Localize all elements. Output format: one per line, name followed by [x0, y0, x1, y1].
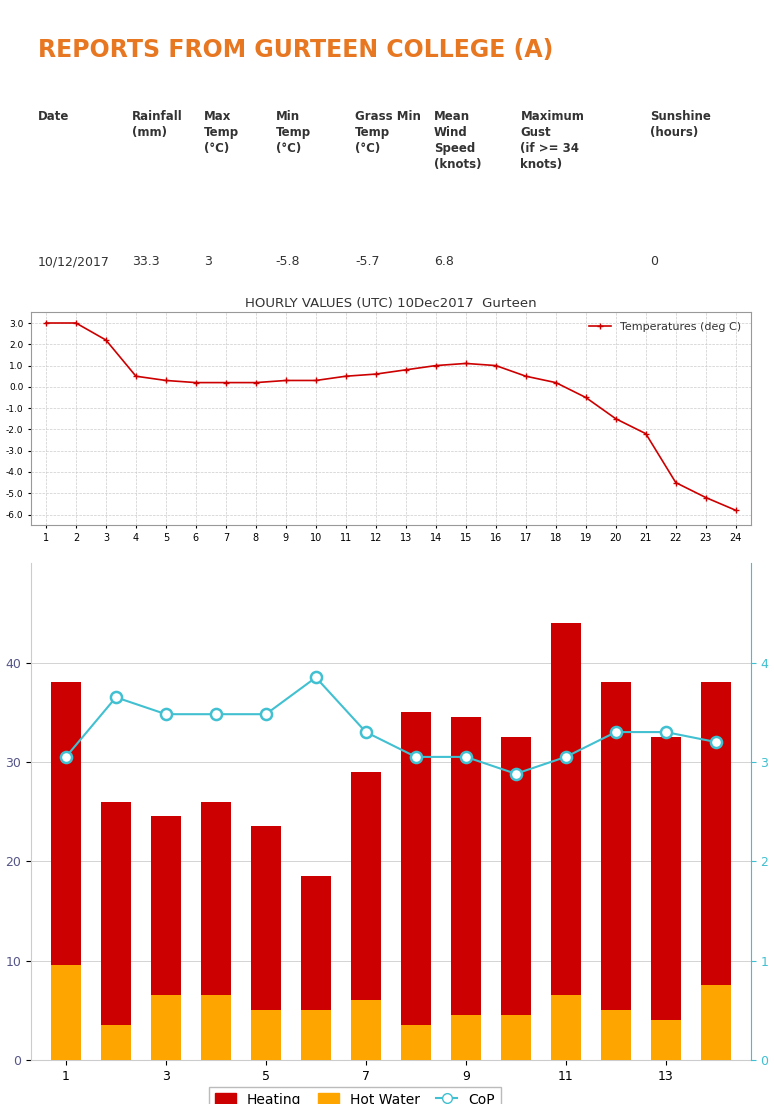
Text: Mean
Wind
Speed
(knots): Mean Wind Speed (knots): [434, 110, 481, 171]
Bar: [450, 718, 481, 1016]
Text: 10/12/2017: 10/12/2017: [38, 255, 110, 268]
Bar: [551, 996, 580, 1060]
Text: -5.7: -5.7: [354, 255, 379, 268]
Text: Rainfall
(mm): Rainfall (mm): [132, 110, 183, 139]
Bar: [251, 827, 281, 1010]
Bar: [101, 1026, 131, 1060]
Bar: [450, 1016, 481, 1060]
Bar: [401, 712, 431, 1026]
Bar: [551, 623, 580, 996]
Text: 33.3: 33.3: [132, 255, 159, 268]
Bar: [301, 1010, 331, 1060]
Text: Sunshine
(hours): Sunshine (hours): [650, 110, 711, 139]
Legend: Heating, Hot Water, CoP: Heating, Hot Water, CoP: [209, 1087, 501, 1104]
Text: Maximum
Gust
(if >= 34
knots): Maximum Gust (if >= 34 knots): [520, 110, 584, 171]
Bar: [700, 986, 731, 1060]
Bar: [201, 996, 231, 1060]
Bar: [151, 996, 181, 1060]
Bar: [301, 877, 331, 1010]
Bar: [601, 682, 631, 1010]
Bar: [700, 682, 731, 986]
Bar: [51, 966, 81, 1060]
Bar: [601, 1010, 631, 1060]
Bar: [201, 802, 231, 996]
Text: REPORTS FROM GURTEEN COLLEGE (A): REPORTS FROM GURTEEN COLLEGE (A): [38, 38, 553, 62]
Bar: [501, 737, 531, 1016]
Text: 6.8: 6.8: [434, 255, 454, 268]
Bar: [501, 1016, 531, 1060]
Bar: [51, 682, 81, 966]
Bar: [401, 1026, 431, 1060]
Title: HOURLY VALUES (UTC) 10Dec2017  Gurteen: HOURLY VALUES (UTC) 10Dec2017 Gurteen: [245, 297, 536, 310]
Text: Max
Temp
(°C): Max Temp (°C): [204, 110, 239, 156]
Text: 3: 3: [204, 255, 211, 268]
Text: -5.8: -5.8: [276, 255, 300, 268]
Y-axis label: CoP: CoP: [772, 795, 774, 829]
Bar: [651, 1020, 681, 1060]
Text: 0: 0: [650, 255, 658, 268]
Bar: [651, 737, 681, 1020]
Bar: [351, 1000, 381, 1060]
Bar: [101, 802, 131, 1026]
Bar: [151, 817, 181, 996]
Legend: Temperatures (deg C): Temperatures (deg C): [584, 318, 745, 337]
Bar: [351, 772, 381, 1000]
Bar: [251, 1010, 281, 1060]
Text: Date: Date: [38, 110, 70, 124]
Text: Min
Temp
(°C): Min Temp (°C): [276, 110, 311, 156]
Text: Grass Min
Temp
(°C): Grass Min Temp (°C): [354, 110, 421, 156]
